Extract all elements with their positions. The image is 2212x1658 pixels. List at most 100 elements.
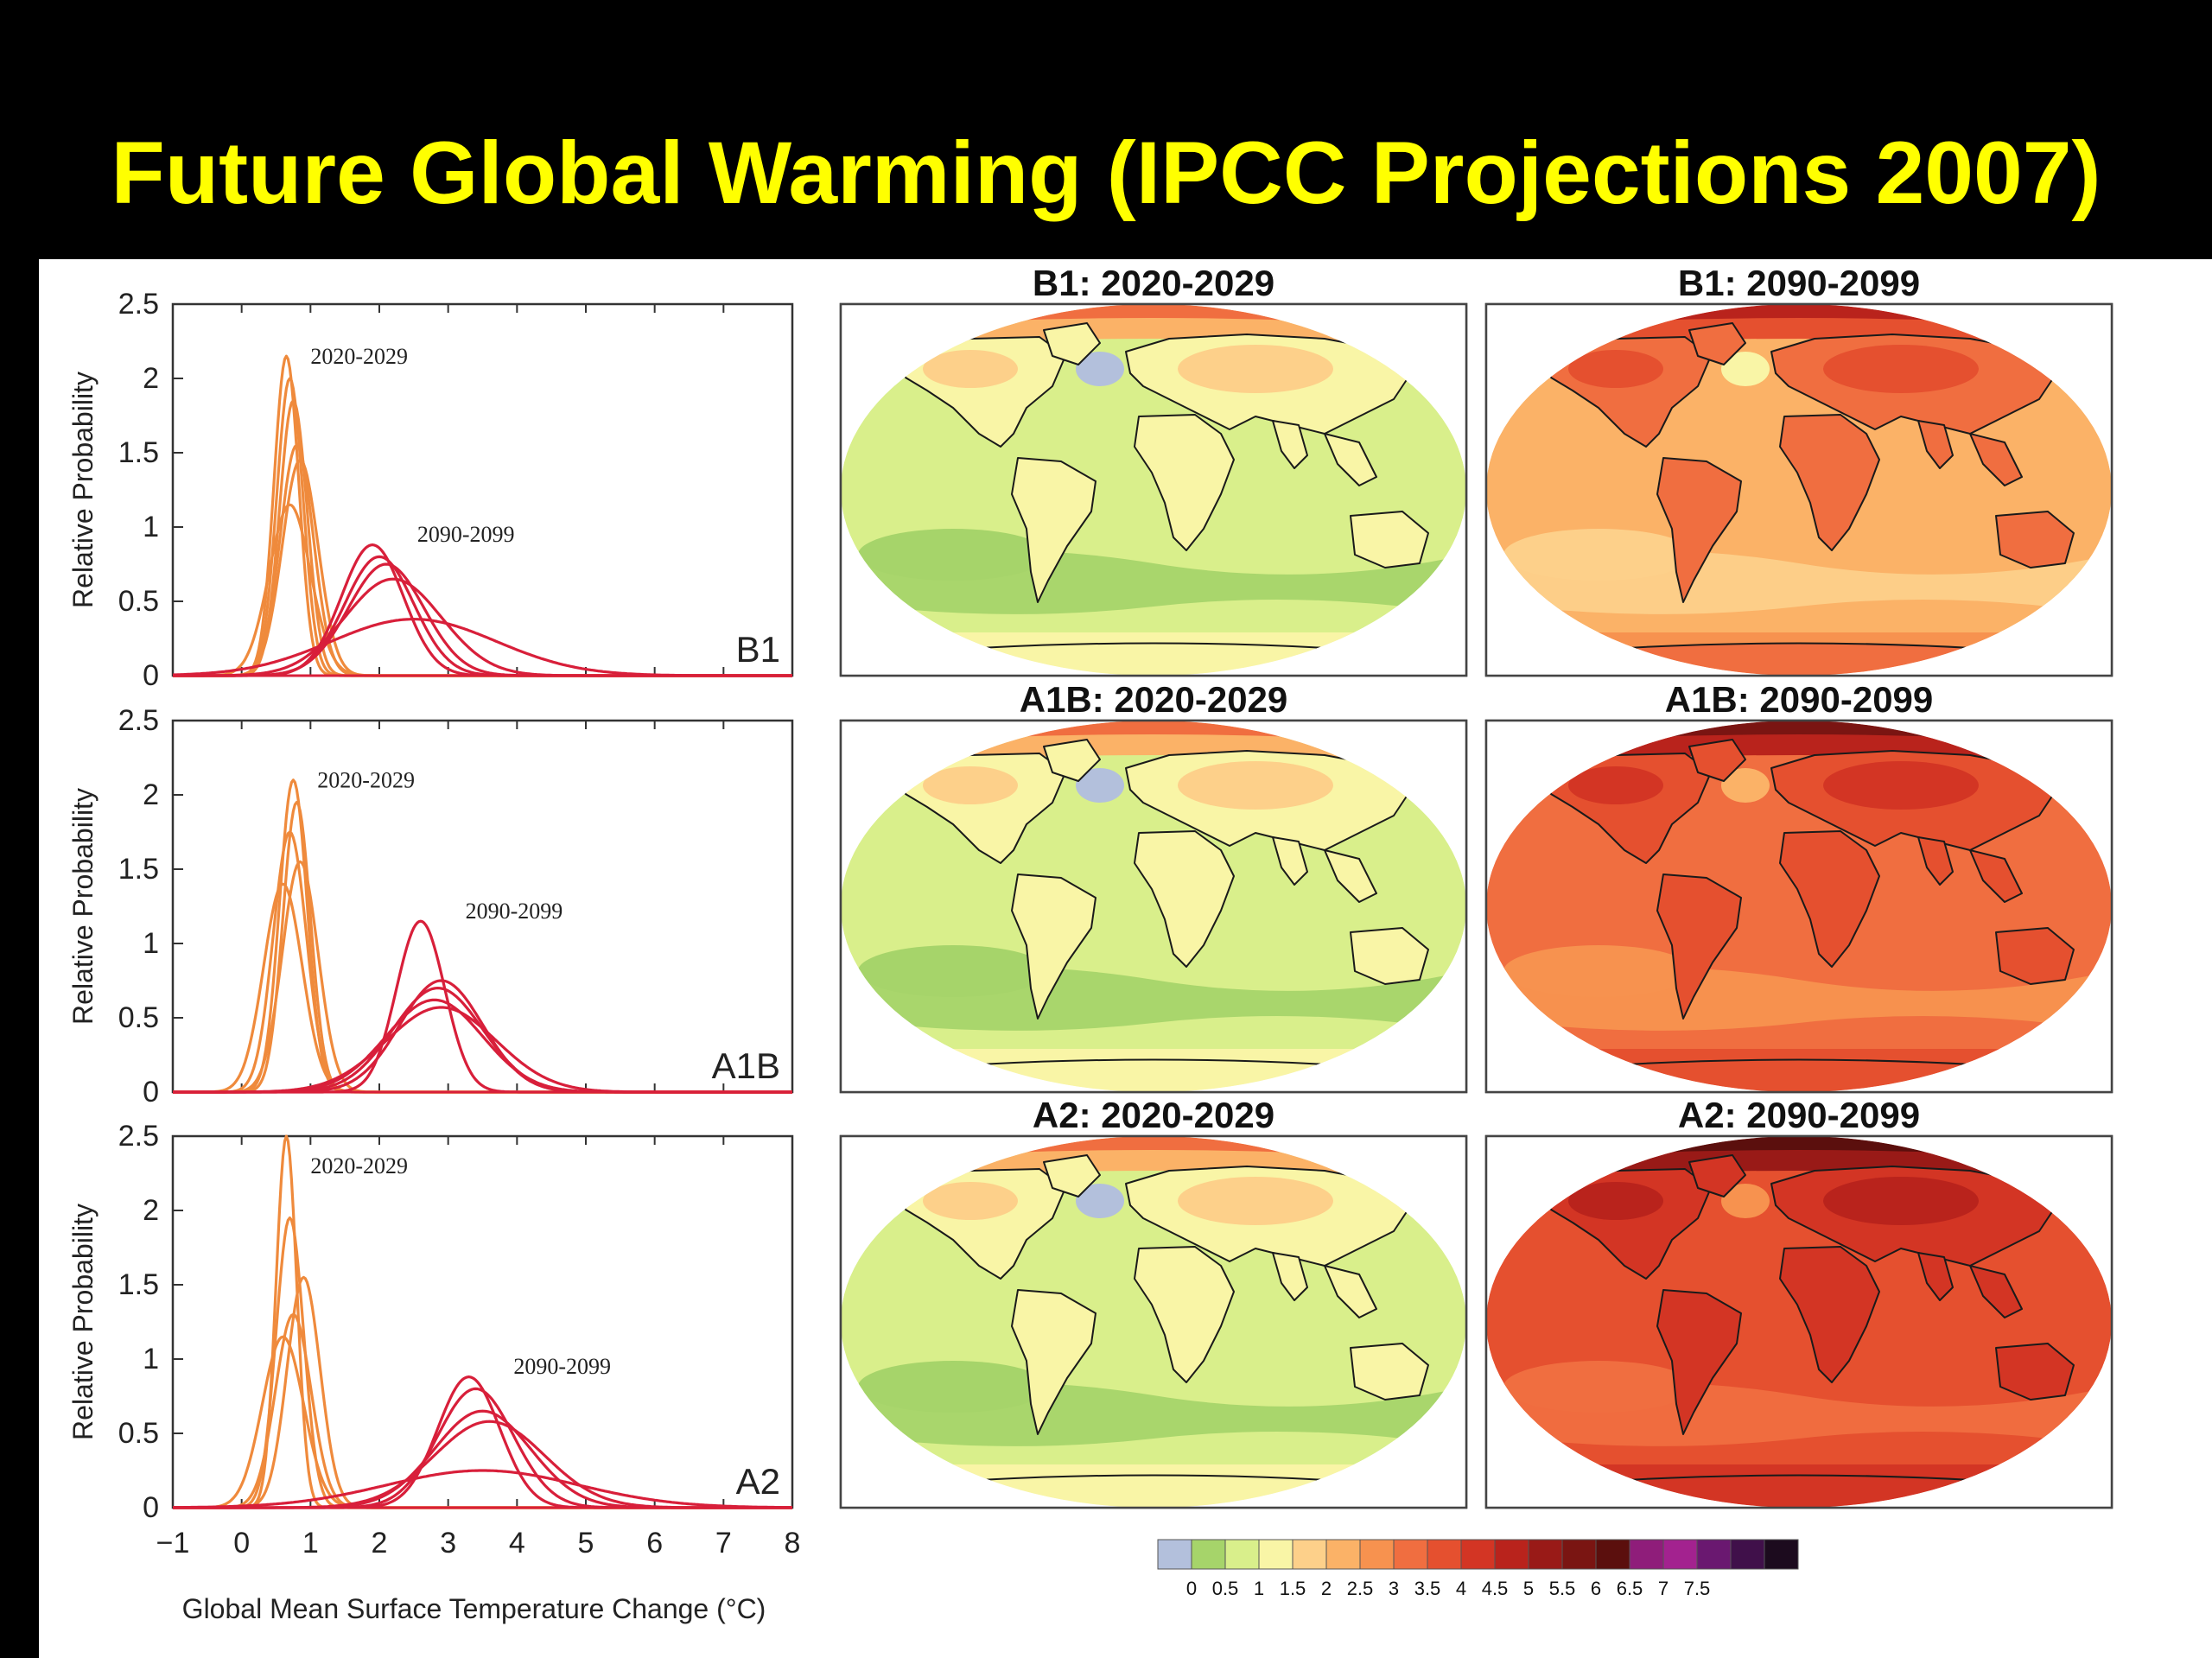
continent-australia xyxy=(1995,1343,2075,1401)
figure-svg: 0 0.5 1 1.5 2 2.5 Relative Probability 2020-202… xyxy=(67,263,2113,1624)
continent-australia xyxy=(1350,1343,1429,1401)
colorbar-label: 4.5 xyxy=(1482,1578,1509,1599)
continent-greenland xyxy=(1043,322,1101,365)
colorbar-swatch xyxy=(1359,1539,1395,1570)
map-panel: A2: 2090-2099 xyxy=(1484,1095,2113,1509)
continent-south-america xyxy=(1011,1289,1096,1435)
y-tick-label: 0.5 xyxy=(118,1001,159,1034)
north-atlantic-spot xyxy=(1721,352,1770,386)
x-axis-label: Global Mean Surface Temperature Change (… xyxy=(182,1593,766,1624)
continent-greenland xyxy=(1688,1154,1746,1197)
map-title: A1B: 2090-2099 xyxy=(1665,679,1934,720)
map-title: A2: 2090-2099 xyxy=(1678,1095,1920,1135)
density-charts: 0 0.5 1 1.5 2 2.5 Relative Probability 2020-202… xyxy=(67,288,800,1624)
x-tick-label: −1 xyxy=(156,1527,190,1560)
map-title: B1: 2090-2099 xyxy=(1678,263,1920,303)
continent-india-se-asia xyxy=(1272,1252,1377,1318)
south-pacific-patch xyxy=(1503,945,1694,997)
colorbar-swatch xyxy=(1730,1539,1765,1570)
y-axis-label: Relative Probability xyxy=(67,1204,99,1440)
north-america-interior xyxy=(923,350,1018,388)
annotation-near-term: 2020-2029 xyxy=(317,767,415,792)
colorbar-label: 3.5 xyxy=(1414,1578,1441,1599)
south-pacific-patch xyxy=(1503,1361,1694,1413)
annotation-near-term: 2020-2029 xyxy=(310,344,408,369)
y-axis-label: Relative Probability xyxy=(67,372,99,608)
map-frame-outline xyxy=(1484,302,2113,677)
map-panel: A2: 2020-2029 xyxy=(839,1095,1468,1509)
colorbar-swatch xyxy=(1460,1539,1496,1570)
y-tick-label: 2 xyxy=(143,362,159,395)
north-america-interior xyxy=(1568,350,1663,388)
continent-south-america xyxy=(1656,457,1742,603)
continent-australia xyxy=(1995,511,2075,569)
colorbar-swatch xyxy=(1325,1539,1361,1570)
eurasia-interior xyxy=(1178,761,1333,810)
colorbar-swatch xyxy=(1629,1539,1664,1570)
colorbar-label: 6.5 xyxy=(1617,1578,1643,1599)
y-tick-label: 1.5 xyxy=(118,853,159,886)
y-tick-label: 1.5 xyxy=(118,436,159,469)
chart-a1b: 0 0.5 1 1.5 2 2.5 Relative Probability 2020-202… xyxy=(67,704,794,1109)
colorbar-label: 4 xyxy=(1456,1578,1466,1599)
y-axis-label: Relative Probability xyxy=(67,788,99,1025)
x-tick-label: 4 xyxy=(509,1527,525,1560)
scenario-label: A1B xyxy=(712,1045,780,1086)
map-panel: B1: 2090-2099 xyxy=(1484,263,2113,677)
globe xyxy=(1486,304,2112,676)
colorbar-label: 0 xyxy=(1186,1578,1197,1599)
globe-mask xyxy=(1486,1136,2112,1508)
continent-africa xyxy=(1134,414,1235,551)
y-tick-label: 1 xyxy=(143,1343,159,1375)
continent-australia xyxy=(1995,927,2075,985)
x-tick-label: 8 xyxy=(785,1527,801,1560)
colorbar-label: 5 xyxy=(1523,1578,1534,1599)
y-tick-label: 0.5 xyxy=(118,1417,159,1450)
continent-greenland xyxy=(1043,739,1101,782)
continent-greenland xyxy=(1688,322,1746,365)
continent-africa xyxy=(1134,1246,1235,1383)
map-panel: B1: 2020-2029 xyxy=(839,263,1468,677)
annotation-near-term: 2020-2029 xyxy=(310,1153,408,1178)
colorbar-swatch xyxy=(1595,1539,1630,1570)
colorbar-label: 1.5 xyxy=(1280,1578,1306,1599)
map-panel: A1B: 2020-2029 xyxy=(839,679,1468,1094)
scenario-label: B1 xyxy=(736,629,780,670)
continent-africa xyxy=(1134,830,1235,968)
x-tick-label: 5 xyxy=(578,1527,594,1560)
scenario-label: A2 xyxy=(736,1461,780,1502)
continent-africa xyxy=(1779,1246,1880,1383)
south-pacific-patch xyxy=(858,1361,1048,1413)
x-tick-label: 0 xyxy=(233,1527,250,1560)
colorbar-label: 7 xyxy=(1658,1578,1669,1599)
north-atlantic-spot xyxy=(1076,768,1124,803)
annotation-long-term: 2090-2099 xyxy=(513,1354,611,1379)
globe-mask xyxy=(1486,721,2112,1092)
colorbar-label: 7.5 xyxy=(1684,1578,1711,1599)
colorbar-label: 1 xyxy=(1254,1578,1264,1599)
north-atlantic-spot xyxy=(1076,352,1124,386)
continent-india-se-asia xyxy=(1917,420,2023,486)
continent-greenland xyxy=(1688,739,1746,782)
eurasia-interior xyxy=(1823,761,1979,810)
north-america-interior xyxy=(1568,766,1663,804)
colorbar-swatch xyxy=(1191,1539,1226,1570)
north-atlantic-spot xyxy=(1721,1184,1770,1218)
slide-title: Future Global Warming (IPCC Projections … xyxy=(111,124,2101,222)
y-tick-label: 0 xyxy=(143,1076,159,1109)
eurasia-interior xyxy=(1178,1177,1333,1225)
map-title: A2: 2020-2029 xyxy=(1033,1095,1274,1135)
eurasia-interior xyxy=(1823,1177,1979,1225)
x-tick-label: 7 xyxy=(715,1527,732,1560)
colorbar-swatch xyxy=(1258,1539,1294,1570)
continent-australia xyxy=(1350,927,1429,985)
y-tick-label: 0.5 xyxy=(118,585,159,618)
warming-maps: B1: 2020-2029 B1: 2090-2099 A1B: 2020-2029… xyxy=(839,263,2113,1509)
continent-south-america xyxy=(1656,1289,1742,1435)
colorbar-swatch xyxy=(1157,1539,1192,1570)
colorbar-label: 2.5 xyxy=(1347,1578,1374,1599)
colorbar-swatch xyxy=(1427,1539,1462,1570)
y-tick-label: 1 xyxy=(143,511,159,543)
continent-south-america xyxy=(1656,873,1742,1020)
